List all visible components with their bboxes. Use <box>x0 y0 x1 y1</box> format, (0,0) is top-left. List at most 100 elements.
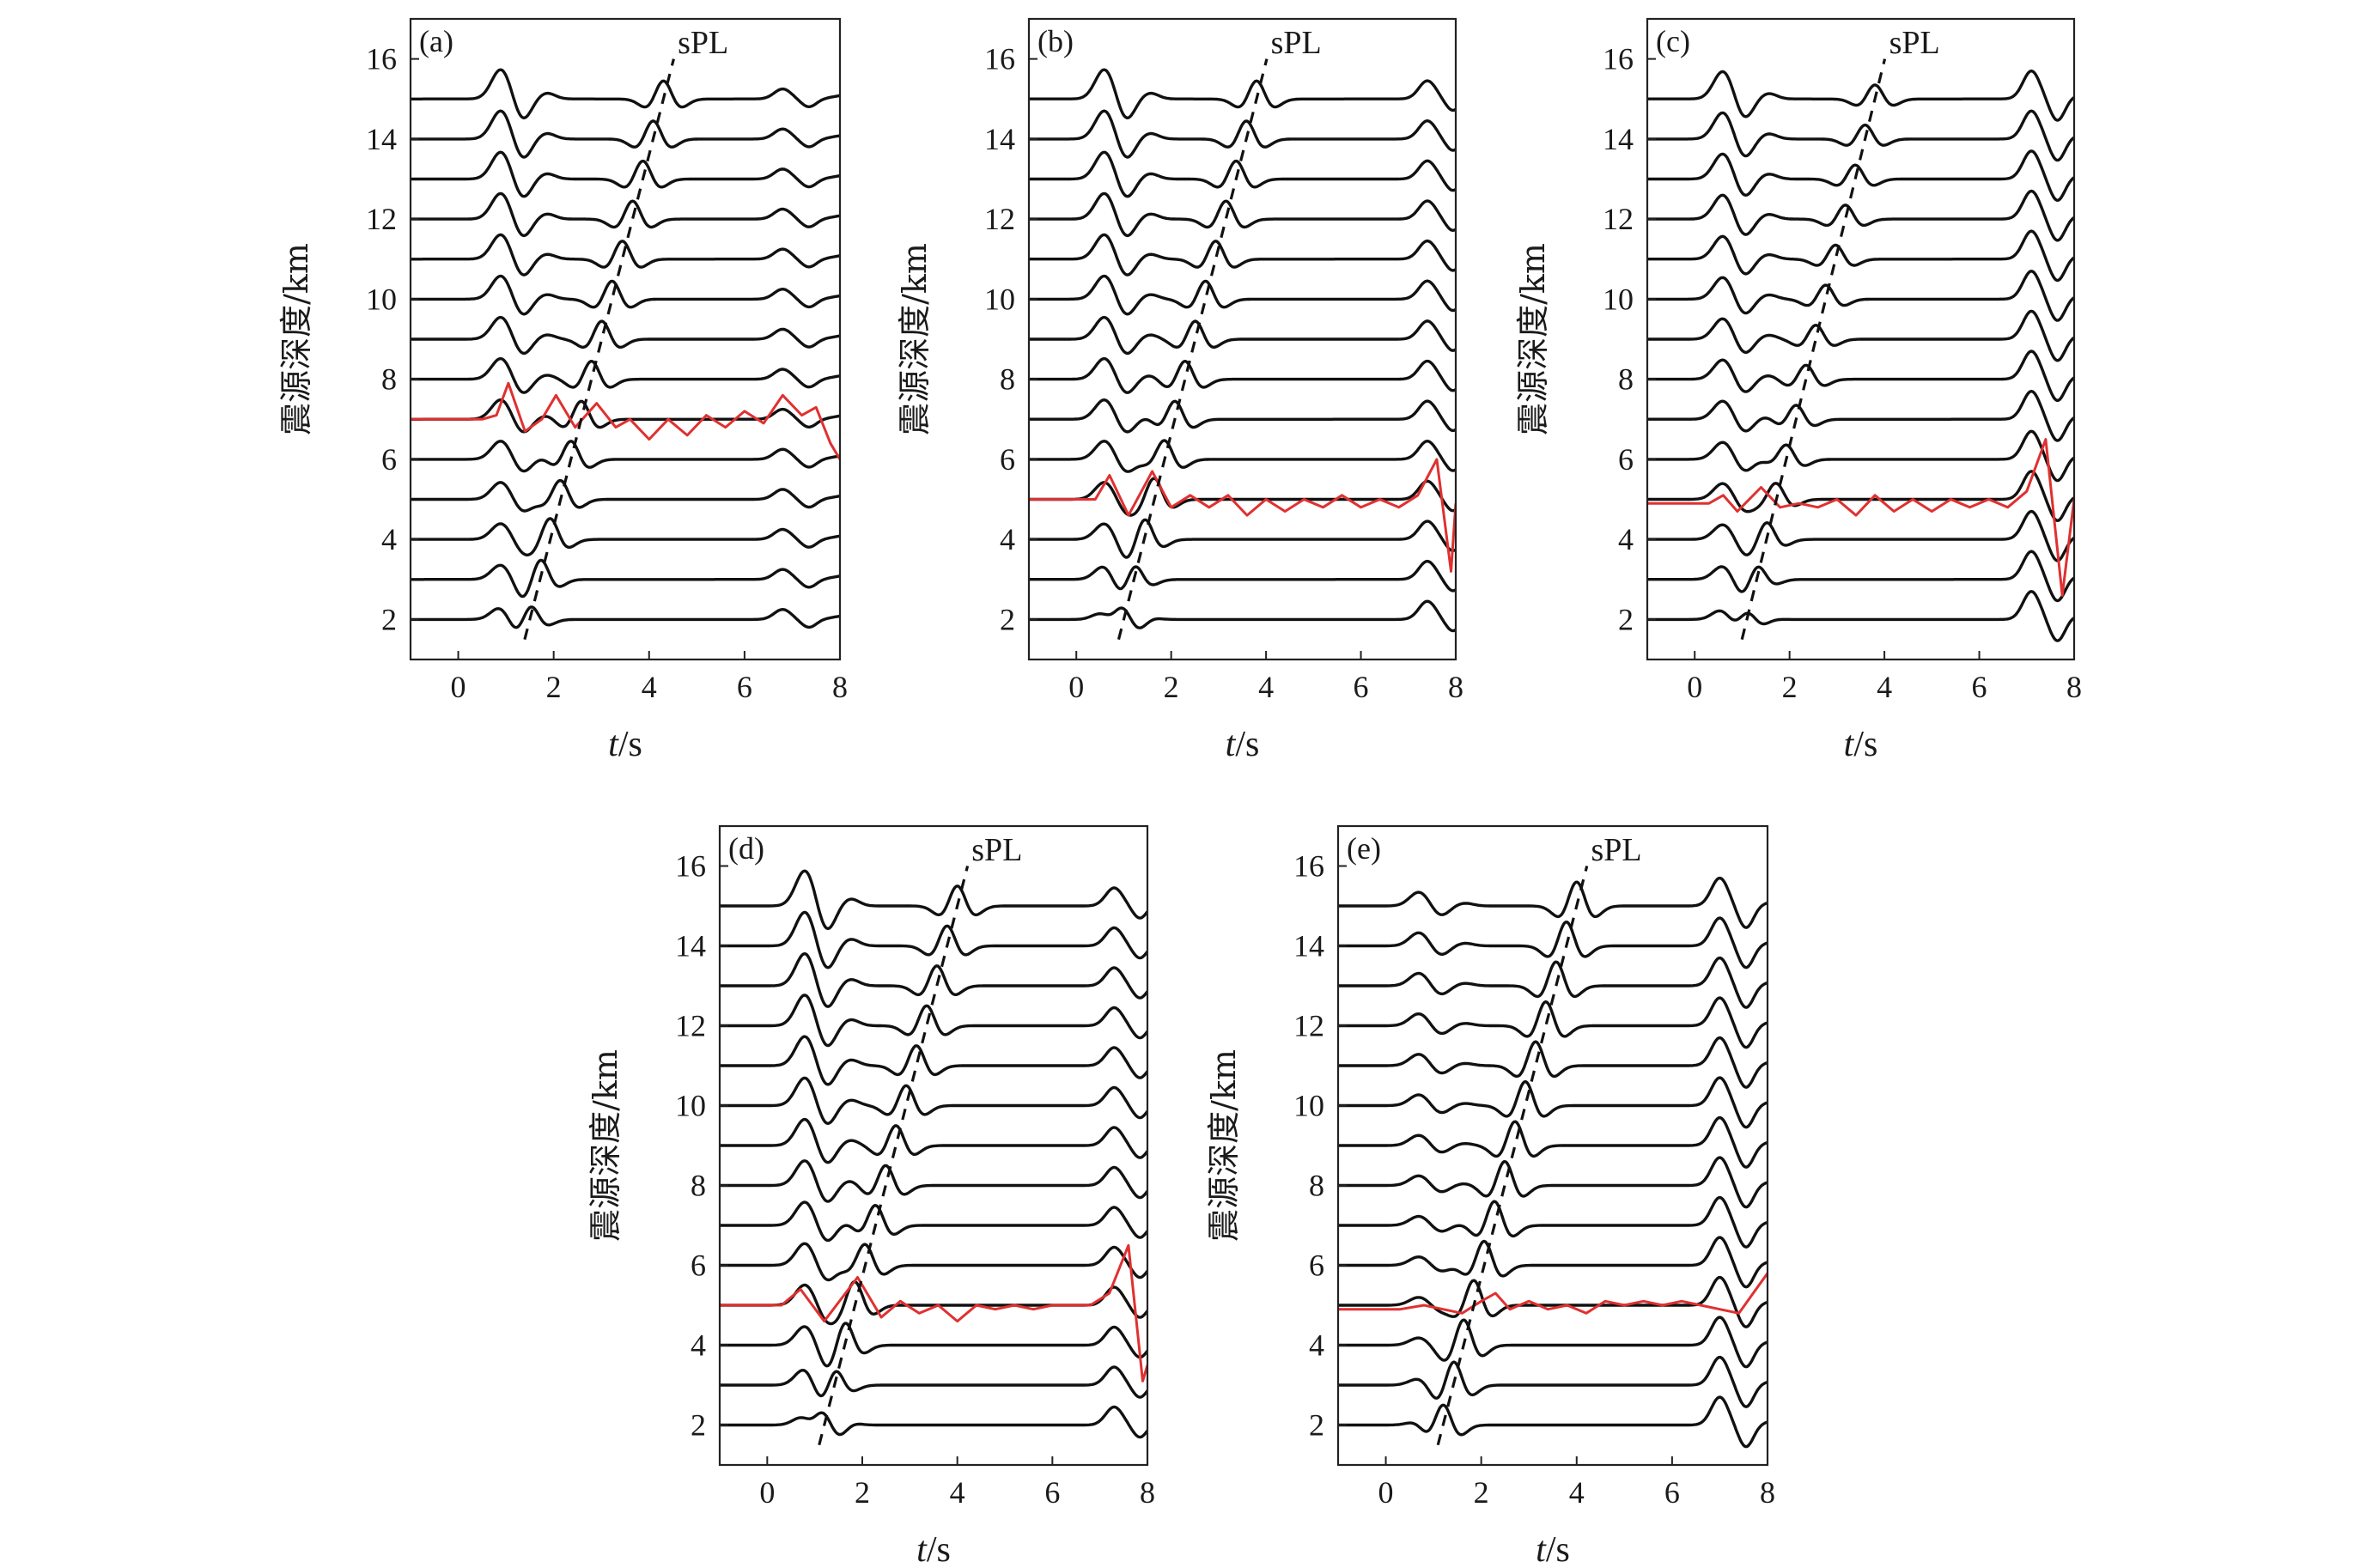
waveform-trace-2km <box>1338 1395 1768 1449</box>
waveform-trace-11km <box>411 233 840 277</box>
y-tick-label: 8 <box>691 1169 706 1203</box>
waveform-trace-13km <box>411 150 840 198</box>
waveform-trace-6km <box>720 1242 1147 1282</box>
y-tick-label: 2 <box>1618 602 1634 636</box>
x-tick-label: 0 <box>1068 670 1084 704</box>
spl-annotation: sPL <box>678 25 728 61</box>
y-tick-label: 14 <box>984 122 1015 156</box>
axes-frame <box>1646 17 2076 661</box>
x-tick-label: 4 <box>642 670 657 704</box>
axes-frame <box>1336 824 1769 1467</box>
y-axis-label: 震源深度/km <box>277 243 315 435</box>
reference-trace <box>1029 458 1456 573</box>
y-axis-label: 震源深度/km <box>1514 243 1552 435</box>
waveform-trace-4km <box>1029 518 1456 559</box>
x-axis-label-variable: t <box>1226 725 1237 764</box>
waveform-trace-10km <box>1647 270 2074 322</box>
waveform-trace-9km <box>1338 1115 1768 1169</box>
x-tick-label: 8 <box>1448 670 1463 704</box>
y-tick-label: 10 <box>984 282 1015 316</box>
waveform-trace-2km <box>720 1405 1147 1439</box>
waveform-trace-7km <box>1338 1195 1768 1249</box>
waveform-trace-6km <box>411 440 840 473</box>
spl-moveout-line <box>1436 866 1589 1446</box>
waveform-trace-5km <box>411 478 840 513</box>
waveform-trace-13km <box>1647 149 2074 203</box>
waveform-trace-8km <box>720 1159 1147 1203</box>
x-tick-label: 2 <box>1782 670 1798 704</box>
x-tick-label: 8 <box>832 670 848 704</box>
y-tick-label: 12 <box>1293 1009 1324 1043</box>
axes-frame <box>718 824 1149 1467</box>
y-tick-label: 4 <box>1309 1328 1324 1363</box>
waveform-trace-5km <box>1029 477 1456 517</box>
waveform-trace-15km <box>1647 69 2074 122</box>
plot-area <box>1029 68 1456 633</box>
x-tick-label: 6 <box>1972 670 1987 704</box>
plot-area <box>1338 876 1768 1449</box>
x-tick-label: 2 <box>1474 1475 1489 1510</box>
waveform-trace-2km <box>1029 599 1456 633</box>
waveform-trace-7km <box>1647 389 2074 442</box>
x-axis-label-unit: /s <box>618 725 642 764</box>
waveform-trace-14km <box>411 109 840 159</box>
waveform-trace-5km <box>1647 470 2074 522</box>
waveform-trace-6km <box>1338 1236 1768 1289</box>
waveform-trace-7km <box>720 1200 1147 1243</box>
x-axis-label: t/s <box>1536 1530 1570 1568</box>
waveform-trace-12km <box>720 994 1147 1048</box>
waveform-trace-9km <box>720 1117 1147 1164</box>
waveform-trace-14km <box>1029 109 1456 159</box>
panel-label: (c) <box>1656 24 1690 58</box>
y-tick-label: 6 <box>691 1249 706 1283</box>
panel-label: (d) <box>728 831 764 866</box>
waveform-trace-12km <box>1338 996 1768 1049</box>
x-axis-label: t/s <box>916 1530 951 1568</box>
x-tick-label: 0 <box>451 670 466 704</box>
x-tick-label: 2 <box>1164 670 1179 704</box>
y-tick-label: 14 <box>1603 122 1634 156</box>
waveform-trace-8km <box>1338 1156 1768 1209</box>
waveform-trace-4km <box>1647 509 2074 562</box>
waveform-trace-3km <box>411 558 840 599</box>
chart-panel-c: 0 2 4 6 8 2 4 6 8 10 12 14 16 (c) sPL t/s 震源深度/km <box>1514 17 2082 764</box>
y-tick-label: 8 <box>1000 362 1015 397</box>
x-tick-label: 2 <box>855 1475 870 1510</box>
y-tick-label: 2 <box>1309 1408 1324 1443</box>
y-tick-label: 10 <box>366 282 397 316</box>
axes-frame <box>409 17 842 661</box>
waveform-trace-3km <box>1338 1355 1768 1408</box>
x-tick-label: 4 <box>1569 1475 1585 1510</box>
waveform-trace-3km <box>1029 559 1456 593</box>
waveform-trace-6km <box>1647 429 2074 483</box>
waveform-trace-5km <box>1338 1275 1768 1328</box>
y-tick-label: 8 <box>381 362 397 397</box>
y-tick-label: 6 <box>1000 442 1015 477</box>
waveform-trace-4km <box>1338 1316 1768 1369</box>
spl-annotation: sPL <box>971 832 1022 868</box>
chart-panel-d: 0 2 4 6 8 2 4 6 8 10 12 14 16 (d) sPL t/s 震源深度/km <box>587 824 1155 1568</box>
y-tick-label: 16 <box>1293 849 1324 884</box>
waveform-trace-14km <box>1338 916 1768 969</box>
x-axis-label-unit: /s <box>1546 1530 1570 1568</box>
waveform-trace-13km <box>720 951 1147 1008</box>
spl-moveout-line <box>818 866 970 1446</box>
waveform-trace-10km <box>1338 1076 1768 1129</box>
waveform-trace-10km <box>411 274 840 316</box>
plot-area <box>720 869 1147 1439</box>
y-tick-label: 10 <box>1293 1089 1324 1123</box>
y-tick-label: 4 <box>691 1328 706 1363</box>
panel-label: (b) <box>1037 24 1074 58</box>
y-tick-label: 12 <box>1603 202 1634 236</box>
spl-moveout-line <box>523 58 675 641</box>
y-tick-label: 6 <box>1309 1249 1324 1283</box>
waveform-trace-13km <box>1029 150 1456 198</box>
x-tick-label: 6 <box>737 670 752 704</box>
chart-panel-b: 0 2 4 6 8 2 4 6 8 10 12 14 16 (b) sPL t/s 震源深度/km <box>896 17 1463 764</box>
x-axis-label: t/s <box>1844 725 1878 764</box>
axes-frame <box>1027 17 1457 661</box>
waveform-trace-7km <box>1029 398 1456 434</box>
y-tick-label: 12 <box>675 1009 706 1043</box>
y-tick-label: 14 <box>1293 929 1324 963</box>
